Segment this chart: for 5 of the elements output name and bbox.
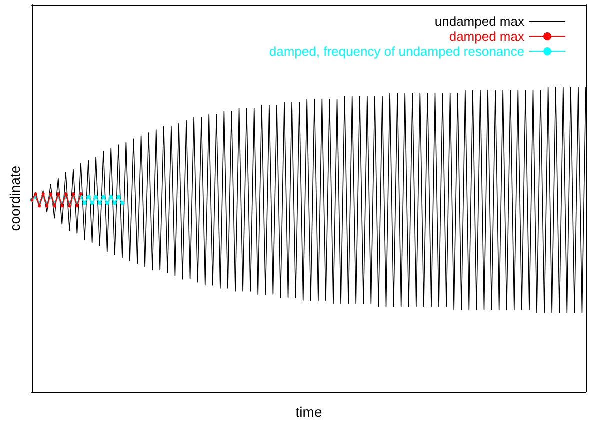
legend-label: damped, frequency of undamped resonance [269,44,524,59]
legend-label: undamped max [434,14,525,29]
legend-label: damped max [449,29,525,44]
x-axis-title: time [296,404,322,420]
y-axis-title: coordinate [7,166,23,232]
